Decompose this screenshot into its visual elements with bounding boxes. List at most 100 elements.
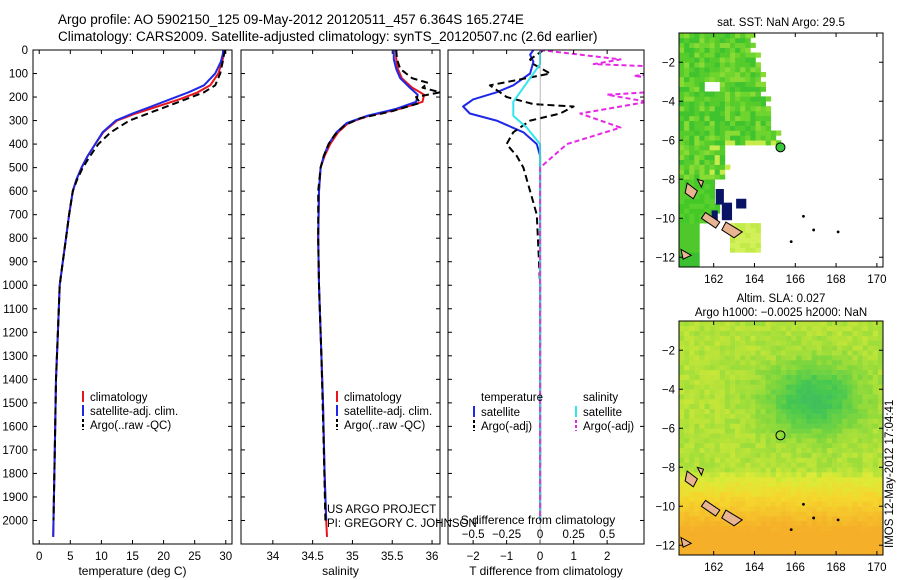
sla_map-reef (812, 516, 816, 520)
sst_map-cell (730, 96, 736, 102)
sla_map-cell (704, 364, 710, 371)
sla_map-cell (816, 550, 823, 555)
diff-sal-tick-label: −0.5 (462, 529, 485, 541)
sla_map-cell (852, 345, 858, 351)
sla_map-cell (852, 433, 858, 439)
sla_map-cell (714, 438, 721, 444)
sst_map-cell (760, 86, 766, 92)
sla_map-cell (786, 399, 792, 405)
sst_map-cell (684, 154, 690, 161)
sla_map-cell (821, 467, 828, 473)
sla_map-cell (684, 364, 690, 371)
sla_map-cell (765, 394, 772, 400)
sla_map-cell (760, 355, 766, 361)
diff-sal-tick-label: −0.25 (492, 529, 521, 541)
sla_map-cell (867, 374, 874, 380)
sla_map-cell (724, 481, 731, 488)
sla_map-cell (816, 350, 823, 356)
sla_map-cell (740, 491, 746, 497)
sla_map-cell (740, 364, 746, 371)
sla_map-cell (811, 423, 817, 429)
sst_map-cell (684, 208, 690, 214)
sla_map-cell (816, 457, 823, 463)
sst_map-cell (684, 91, 690, 97)
sst_map-cell (704, 42, 710, 48)
sla_map-cell (791, 462, 797, 468)
sla_map-cell (699, 501, 705, 507)
sla_map-cell (719, 535, 726, 541)
sla_map-cell (775, 360, 782, 366)
sla_map-cell (781, 394, 787, 400)
sla_map-cell (806, 442, 812, 449)
sla_map-cell (786, 379, 792, 385)
sst_map-cell (750, 223, 756, 229)
sla_map-cell (709, 438, 715, 444)
sst_map-cell (694, 76, 700, 83)
sst_map-cell (684, 120, 690, 126)
sla_map-cell (837, 452, 843, 458)
sst_map-cell (724, 52, 731, 58)
sst_map-cell (750, 135, 756, 141)
sla_map-cell (735, 335, 741, 341)
sla_map-cell (714, 408, 721, 414)
sla_map-cell (689, 403, 695, 410)
temperature-series-group (52, 50, 227, 537)
sla_map-cell (847, 462, 853, 468)
sst_map-cell (750, 33, 756, 39)
sla_map-cell (724, 438, 731, 444)
sla_map-cell (857, 457, 863, 463)
sla_map-cell (842, 491, 848, 497)
sla_map-cell (719, 462, 726, 468)
sla_map-cell (781, 364, 787, 371)
sst_map-cell (684, 76, 690, 83)
sla_map-cell (872, 525, 879, 531)
sla_map-cell (862, 413, 868, 419)
sla_map-cell (724, 501, 731, 507)
sla_map-cell (806, 486, 812, 492)
sla_map-cell (770, 535, 777, 541)
sla_map-cell (719, 438, 726, 444)
sst_map-cell (730, 86, 736, 92)
sla_map-cell (832, 423, 838, 429)
sla_map-cell (750, 516, 756, 522)
sla_map-cell (740, 501, 746, 507)
sla_map-cell (679, 321, 685, 327)
sla_map-cell (760, 399, 766, 405)
sst_map-cell (704, 72, 710, 78)
sla_map-cell (730, 550, 736, 555)
sla_map-cell (699, 511, 705, 517)
sla_map-cell (750, 467, 756, 473)
sla_map-cell (699, 335, 705, 341)
sla_map-cell (862, 374, 868, 380)
sst_map-cell (709, 174, 715, 180)
sla_map-cell (755, 374, 761, 380)
sla_map-cell (786, 374, 792, 380)
sla_map-cell (750, 379, 756, 385)
sla_map-cell (714, 374, 721, 380)
sst_map-cell (755, 125, 761, 131)
sla_map-cell (760, 525, 766, 531)
sla_map-cell (877, 535, 883, 541)
sla_map-cell (735, 379, 741, 385)
sla_map-cell (806, 491, 812, 497)
sst_map-cell (714, 140, 721, 146)
sst_map-cell (694, 81, 700, 87)
sst_map-cell (724, 120, 731, 126)
sla_map-cell (842, 399, 848, 405)
sla_map-cell (867, 452, 874, 458)
sst_map-cell (730, 76, 736, 83)
sla_map-cell (709, 325, 715, 332)
sla_map-cell (714, 540, 721, 546)
sla_map-cell (719, 345, 726, 351)
sla_map-cell (842, 335, 848, 341)
sla_map-cell (826, 535, 833, 541)
sla_map-cell (730, 340, 736, 346)
sla_map-cell (857, 438, 863, 444)
depth-tick-label: 800 (9, 233, 28, 245)
sla_map-cell (801, 540, 807, 546)
sla_map-cell (694, 530, 700, 536)
sst_map-cell (714, 47, 721, 53)
sla_map-cell (837, 486, 843, 492)
sla_map-cell (745, 321, 751, 327)
sla_map-cell (709, 447, 715, 453)
